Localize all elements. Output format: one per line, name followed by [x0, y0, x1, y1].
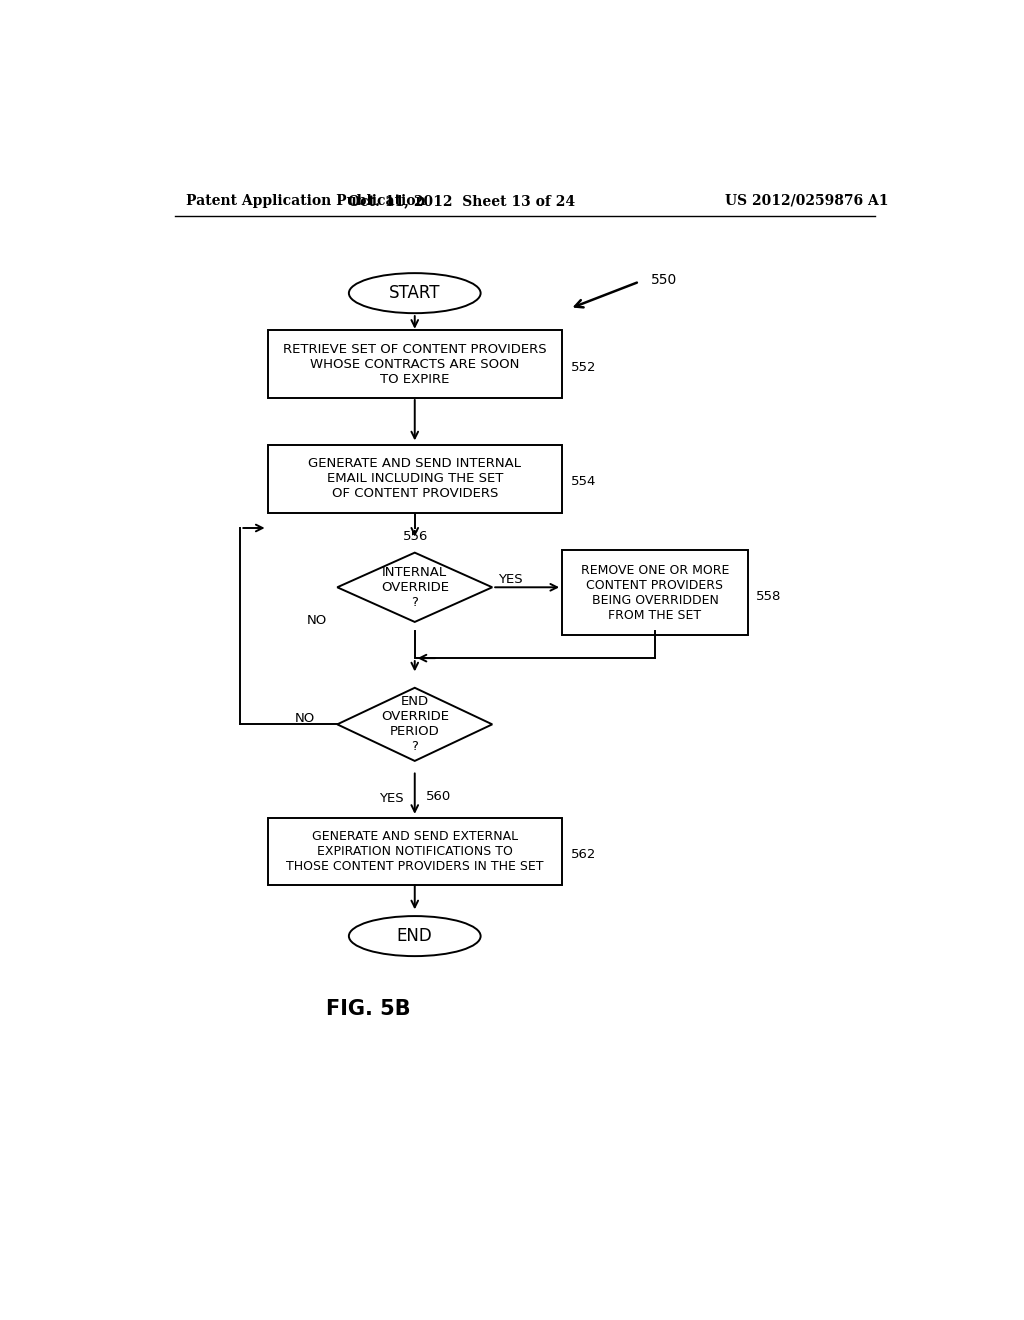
Text: YES: YES	[379, 792, 403, 805]
Text: INTERNAL
OVERRIDE
?: INTERNAL OVERRIDE ?	[381, 566, 449, 609]
Text: 560: 560	[426, 789, 452, 803]
Text: 550: 550	[651, 273, 677, 286]
Text: GENERATE AND SEND EXTERNAL
EXPIRATION NOTIFICATIONS TO
THOSE CONTENT PROVIDERS I: GENERATE AND SEND EXTERNAL EXPIRATION NO…	[286, 830, 544, 873]
Text: START: START	[389, 284, 440, 302]
Bar	[267, 330, 562, 399]
Text: FIG. 5B: FIG. 5B	[326, 999, 411, 1019]
Text: US 2012/0259876 A1: US 2012/0259876 A1	[725, 194, 888, 207]
Text: NO: NO	[306, 614, 327, 627]
Text: END: END	[397, 927, 432, 945]
Text: 562: 562	[571, 847, 597, 861]
Text: REMOVE ONE OR MORE
CONTENT PROVIDERS
BEING OVERRIDDEN
FROM THE SET: REMOVE ONE OR MORE CONTENT PROVIDERS BEI…	[581, 564, 729, 622]
Text: RETRIEVE SET OF CONTENT PROVIDERS
WHOSE CONTRACTS ARE SOON
TO EXPIRE: RETRIEVE SET OF CONTENT PROVIDERS WHOSE …	[283, 343, 547, 385]
Bar	[562, 550, 748, 635]
Text: 558: 558	[756, 590, 781, 603]
Bar	[267, 817, 562, 886]
Bar	[267, 445, 562, 512]
Text: NO: NO	[295, 711, 314, 725]
Text: Oct. 11, 2012  Sheet 13 of 24: Oct. 11, 2012 Sheet 13 of 24	[348, 194, 574, 207]
Text: GENERATE AND SEND INTERNAL
EMAIL INCLUDING THE SET
OF CONTENT PROVIDERS: GENERATE AND SEND INTERNAL EMAIL INCLUDI…	[308, 457, 521, 500]
Text: 552: 552	[571, 360, 597, 374]
Text: END
OVERRIDE
PERIOD
?: END OVERRIDE PERIOD ?	[381, 696, 449, 754]
Text: Patent Application Publication: Patent Application Publication	[186, 194, 426, 207]
Text: YES: YES	[499, 573, 523, 586]
Text: 556: 556	[403, 531, 428, 544]
Text: 554: 554	[571, 475, 597, 488]
